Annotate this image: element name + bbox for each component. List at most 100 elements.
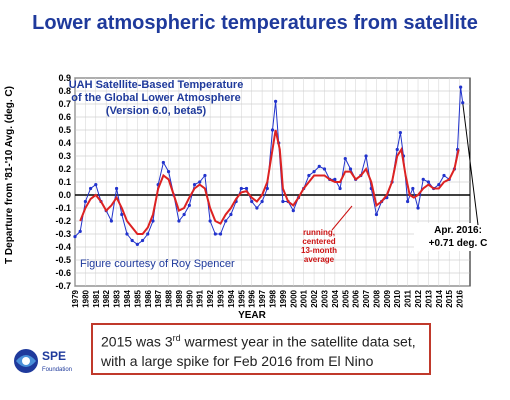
x-tick-label: 2016 bbox=[456, 289, 465, 307]
data-point bbox=[213, 232, 217, 236]
data-point bbox=[198, 180, 202, 184]
x-tick-label: 2010 bbox=[393, 289, 402, 307]
data-point bbox=[73, 235, 77, 239]
data-point bbox=[317, 164, 321, 168]
data-point bbox=[140, 238, 145, 243]
data-point bbox=[395, 147, 399, 152]
running-mean-pointer bbox=[331, 205, 353, 231]
data-point bbox=[442, 173, 446, 178]
y-tick-label: 0.3 bbox=[58, 151, 71, 161]
latest-label-1: Apr. 2016: bbox=[434, 225, 482, 236]
y-tick-label: -0.3 bbox=[55, 229, 71, 239]
data-point bbox=[83, 199, 87, 204]
data-point bbox=[274, 99, 278, 103]
data-point bbox=[333, 177, 337, 181]
x-tick-label: 1979 bbox=[71, 289, 80, 307]
y-axis-label: T Departure from '81-'10 Avg. (deg. C) bbox=[4, 86, 15, 264]
latest-label-bg bbox=[414, 223, 496, 251]
caption-box: 2015 was 3rd warmest year in the satelli… bbox=[91, 323, 431, 375]
x-tick-label: 1983 bbox=[113, 289, 122, 307]
data-point bbox=[135, 242, 139, 246]
x-tick-label: 1986 bbox=[144, 289, 153, 307]
data-point bbox=[416, 206, 420, 210]
data-point bbox=[203, 173, 207, 178]
chart-title-line-2: of the Global Lower Atmosphere bbox=[71, 92, 241, 104]
data-point bbox=[94, 183, 98, 187]
data-point bbox=[151, 219, 155, 223]
y-tick-label: 0.4 bbox=[58, 138, 71, 148]
x-tick-label: 1996 bbox=[248, 289, 257, 307]
data-point bbox=[406, 199, 410, 204]
data-point bbox=[411, 186, 415, 191]
running-mean-label-2: centered bbox=[302, 237, 335, 246]
logo-text: SPE bbox=[42, 349, 66, 363]
chart-title-line-1: UAH Satellite-Based Temperature bbox=[69, 79, 244, 91]
temperature-chart: -0.7 -0.6 -0.5 -0.4 -0.3 -0.2 -0.1 0.0 0.1 0.2 0.3… bbox=[4, 73, 496, 321]
x-tick-label: 2013 bbox=[424, 289, 433, 307]
data-point bbox=[177, 219, 181, 223]
x-tick-label: 2000 bbox=[289, 289, 298, 307]
y-tick-label: 0.1 bbox=[58, 177, 71, 187]
x-tick-label: 2004 bbox=[331, 289, 340, 307]
latest-pointer bbox=[462, 102, 479, 226]
data-point bbox=[130, 238, 134, 243]
y-tick-label: -0.7 bbox=[55, 281, 71, 291]
y-tick-label: 0.2 bbox=[58, 164, 71, 174]
x-tick-label: 1989 bbox=[175, 289, 184, 307]
caption-line-2: with a large spike for Feb 2016 from El … bbox=[101, 352, 374, 369]
data-point bbox=[208, 219, 212, 223]
y-tick-label: 0.7 bbox=[58, 99, 71, 109]
data-point bbox=[421, 177, 425, 181]
data-point bbox=[437, 183, 441, 187]
data-point bbox=[125, 232, 129, 236]
x-tick-label: 2006 bbox=[352, 289, 361, 307]
x-tick-label: 1997 bbox=[258, 289, 267, 307]
x-tick-label: 2012 bbox=[414, 289, 423, 307]
data-point bbox=[218, 232, 223, 236]
data-point bbox=[166, 170, 171, 174]
x-tick-label: 1981 bbox=[92, 289, 101, 307]
x-tick-label: 2009 bbox=[383, 289, 392, 307]
x-tick-label: 2008 bbox=[372, 289, 381, 307]
data-point bbox=[161, 160, 165, 165]
caption-line-1: 2015 was 3rd warmest year in the satelli… bbox=[101, 333, 416, 350]
y-tick-label: -0.6 bbox=[55, 268, 71, 278]
y-tick-label: -0.5 bbox=[55, 255, 71, 265]
x-tick-label: 1998 bbox=[269, 289, 278, 307]
x-tick-label: 2005 bbox=[341, 289, 350, 307]
data-point bbox=[364, 154, 368, 158]
x-tick-label: 1993 bbox=[217, 289, 226, 307]
slide-title: Lower atmospheric temperatures from sate… bbox=[32, 12, 478, 34]
running-mean-label-4: average bbox=[304, 255, 335, 264]
x-tick-label: 2011 bbox=[404, 289, 413, 307]
data-point bbox=[374, 212, 379, 217]
x-tick-label: 1985 bbox=[133, 289, 142, 307]
data-point bbox=[182, 212, 186, 217]
y-tick-label: -0.2 bbox=[55, 216, 71, 226]
data-point bbox=[281, 199, 285, 204]
data-point bbox=[461, 101, 465, 105]
x-tick-label: 1994 bbox=[227, 289, 236, 307]
y-tick-label: 0.5 bbox=[58, 125, 71, 135]
x-tick-label: 2007 bbox=[362, 289, 371, 307]
data-point bbox=[109, 219, 113, 223]
y-tick-label: 0.8 bbox=[58, 86, 71, 96]
data-point bbox=[229, 212, 233, 217]
data-point bbox=[338, 186, 342, 191]
data-point bbox=[120, 212, 124, 217]
x-tick-label: 2014 bbox=[435, 289, 444, 307]
data-point bbox=[146, 232, 150, 236]
x-tick-labels: 1979 1980 1981 1982 1983 1984 1985 1986 1987 1988… bbox=[71, 289, 465, 307]
x-tick-label: 1982 bbox=[102, 289, 111, 307]
x-tick-label: 2003 bbox=[320, 289, 329, 307]
y-tick-label: -0.1 bbox=[55, 203, 71, 213]
latest-label-2: +0.71 deg. C bbox=[429, 238, 488, 249]
x-axis-label: YEAR bbox=[238, 310, 267, 321]
x-tick-label: 1995 bbox=[237, 289, 246, 307]
x-tick-label: 1990 bbox=[185, 289, 194, 307]
running-mean-line bbox=[79, 129, 460, 235]
x-tick-label: 1991 bbox=[196, 289, 205, 307]
data-point bbox=[348, 167, 353, 171]
x-tick-label: 1988 bbox=[165, 289, 174, 307]
logo-subtext: Foundation bbox=[42, 367, 72, 373]
